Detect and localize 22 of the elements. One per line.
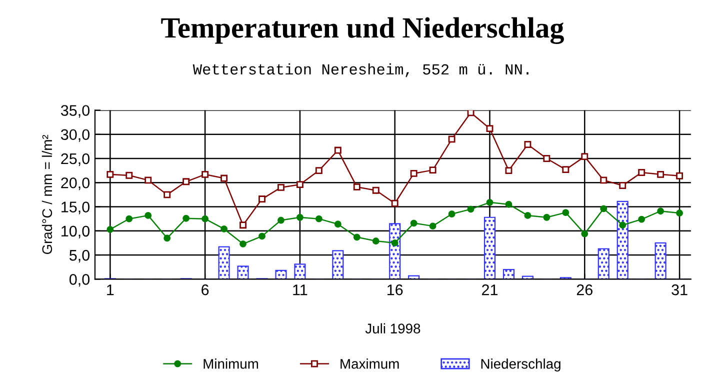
x-tick-label: 21 [482, 284, 498, 296]
x-tick-label: 31 [672, 284, 688, 296]
y-axis-title: Grad°C / mm = l/m² [42, 134, 52, 254]
chart-title: Temperaturen und Niederschlag [161, 17, 564, 44]
x-tick-label: 11 [293, 284, 308, 296]
y-tick-label: 35,0 [60, 105, 90, 118]
x-axis-title: Juli 1998 [365, 323, 420, 334]
x-tick-label: 6 [202, 284, 209, 296]
x-tick-label: 1 [107, 284, 114, 296]
y-tick-label: 20,0 [61, 177, 90, 190]
x-tick-label: 16 [388, 284, 403, 296]
x-tick-label: 26 [576, 284, 592, 296]
legend-label: Minimum [204, 358, 258, 369]
y-tick-label: 15,0 [62, 202, 90, 214]
y-tick-label: 30,0 [60, 129, 90, 142]
chart-subtitle: Wetterstation Neresheim, 552 m ü. NN. [192, 63, 528, 78]
legend-label: Maximum [340, 358, 399, 369]
y-tick-label: 25,0 [61, 153, 90, 166]
y-tick-label: 5,0 [69, 250, 90, 263]
y-tick-label: 0,0 [69, 274, 90, 287]
legend-label: Niederschlag [481, 358, 560, 372]
y-tick-label: 10,0 [62, 226, 90, 238]
